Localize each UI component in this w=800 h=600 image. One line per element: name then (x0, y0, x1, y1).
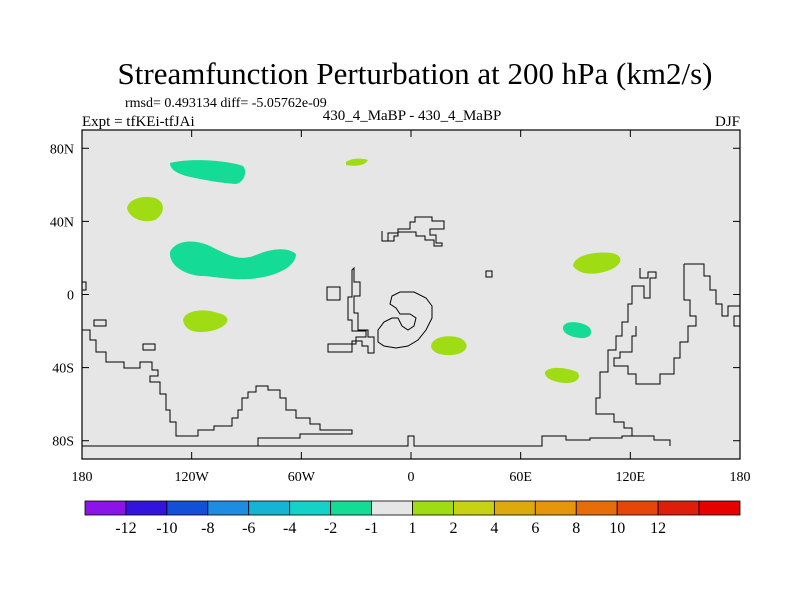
colorbar-box (125, 500, 168, 516)
map-plot: 180 120W 60W 0 60E 120E 180 80N 40N 0 40S 80S (50, 129, 751, 485)
coastline-island-small-2 (485, 270, 493, 278)
colorbar-box (575, 500, 618, 516)
colorbar-box (412, 500, 454, 516)
stats-label: rmsd= 0.493134 diff= -5.05762e-09 (125, 96, 327, 111)
colorbar-label: 2 (449, 520, 457, 537)
colorbar-label: 8 (572, 520, 580, 537)
colorbar-label: -12 (115, 520, 136, 537)
colorbar-box (289, 500, 332, 516)
coastline-north-africa-eurasia (381, 216, 445, 247)
chart-title: Streamfunction Perturbation at 200 hPa (… (118, 56, 713, 91)
anomaly-region (562, 322, 592, 339)
x-tick-label: 120E (616, 470, 646, 485)
x-tick-label: 60E (509, 470, 532, 485)
colorbar-box (534, 500, 577, 516)
coastline-island-small-1 (326, 286, 341, 301)
colorbar-label: 4 (490, 520, 498, 537)
coastline-africa-east (377, 291, 433, 349)
colorbar-box (371, 500, 413, 516)
colorbar: -12 -10 -8 -6 -4 -2 -1 1 2 4 6 8 10 12 (84, 500, 741, 537)
coastline-east-edge (733, 315, 740, 327)
y-tick-label: 80N (50, 142, 74, 157)
y-tick-label: 80S (52, 435, 74, 450)
colorbar-box (84, 500, 127, 516)
coastline-west-edge (82, 281, 87, 291)
colorbar-label: 1 (409, 520, 417, 537)
colorbar-box (248, 500, 291, 516)
colorbar-box (698, 500, 741, 516)
coastline-outlines (82, 216, 740, 447)
colorbar-label: -4 (283, 520, 296, 537)
x-tick-label: 0 (408, 470, 415, 485)
x-tick-label: 60W (288, 470, 316, 485)
colorbar-box (330, 500, 372, 516)
subtitle-label: 430_4_MaBP - 430_4_MaBP (323, 108, 502, 124)
colorbar-label: -6 (242, 520, 255, 537)
anomaly-region (127, 197, 163, 222)
y-tick-label: 40S (52, 362, 74, 377)
y-tick-label: 40N (50, 215, 74, 230)
colorbar-box (657, 500, 700, 516)
x-tick-label: 120W (175, 470, 210, 485)
colorbar-label: -8 (201, 520, 214, 537)
y-tick-label: 0 (67, 289, 74, 304)
colorbar-label: 6 (531, 520, 539, 537)
coastline-africa-west (327, 266, 375, 354)
colorbar-label: -10 (156, 520, 177, 537)
coastline-asia-australia (595, 263, 740, 436)
colorbar-box (493, 500, 536, 516)
axis-ticks: 180 120W 60W 0 60E 120E 180 80N 40N 0 40S 80S (50, 130, 751, 485)
coastline-americas-south (82, 329, 353, 447)
anomaly-region (544, 367, 580, 384)
colorbar-box (166, 500, 209, 516)
coastline-island-small-3 (93, 319, 107, 327)
anomaly-region (170, 160, 246, 184)
colorbar-box (616, 500, 659, 516)
anomaly-region (346, 158, 368, 166)
x-tick-label: 180 (730, 470, 751, 485)
colorbar-label: 10 (609, 520, 625, 537)
coastline-island-small-4 (142, 343, 156, 351)
colorbar-label: 12 (650, 520, 666, 537)
anomaly-regions (127, 158, 621, 384)
colorbar-box (453, 500, 495, 516)
anomaly-region (573, 252, 621, 274)
coastline-australia-east (613, 264, 697, 385)
anomaly-region (183, 310, 228, 333)
season-label: DJF (715, 114, 740, 130)
colorbar-label: -2 (324, 520, 337, 537)
map-background (82, 130, 740, 459)
coastline-antarctica (258, 435, 671, 447)
experiment-label: Expt = tfKEi-tfJAi (82, 114, 195, 130)
anomaly-region (431, 336, 467, 356)
anomaly-region (169, 241, 296, 280)
x-tick-label: 180 (72, 470, 93, 485)
colorbar-box (207, 500, 250, 516)
colorbar-label: -1 (365, 520, 378, 537)
